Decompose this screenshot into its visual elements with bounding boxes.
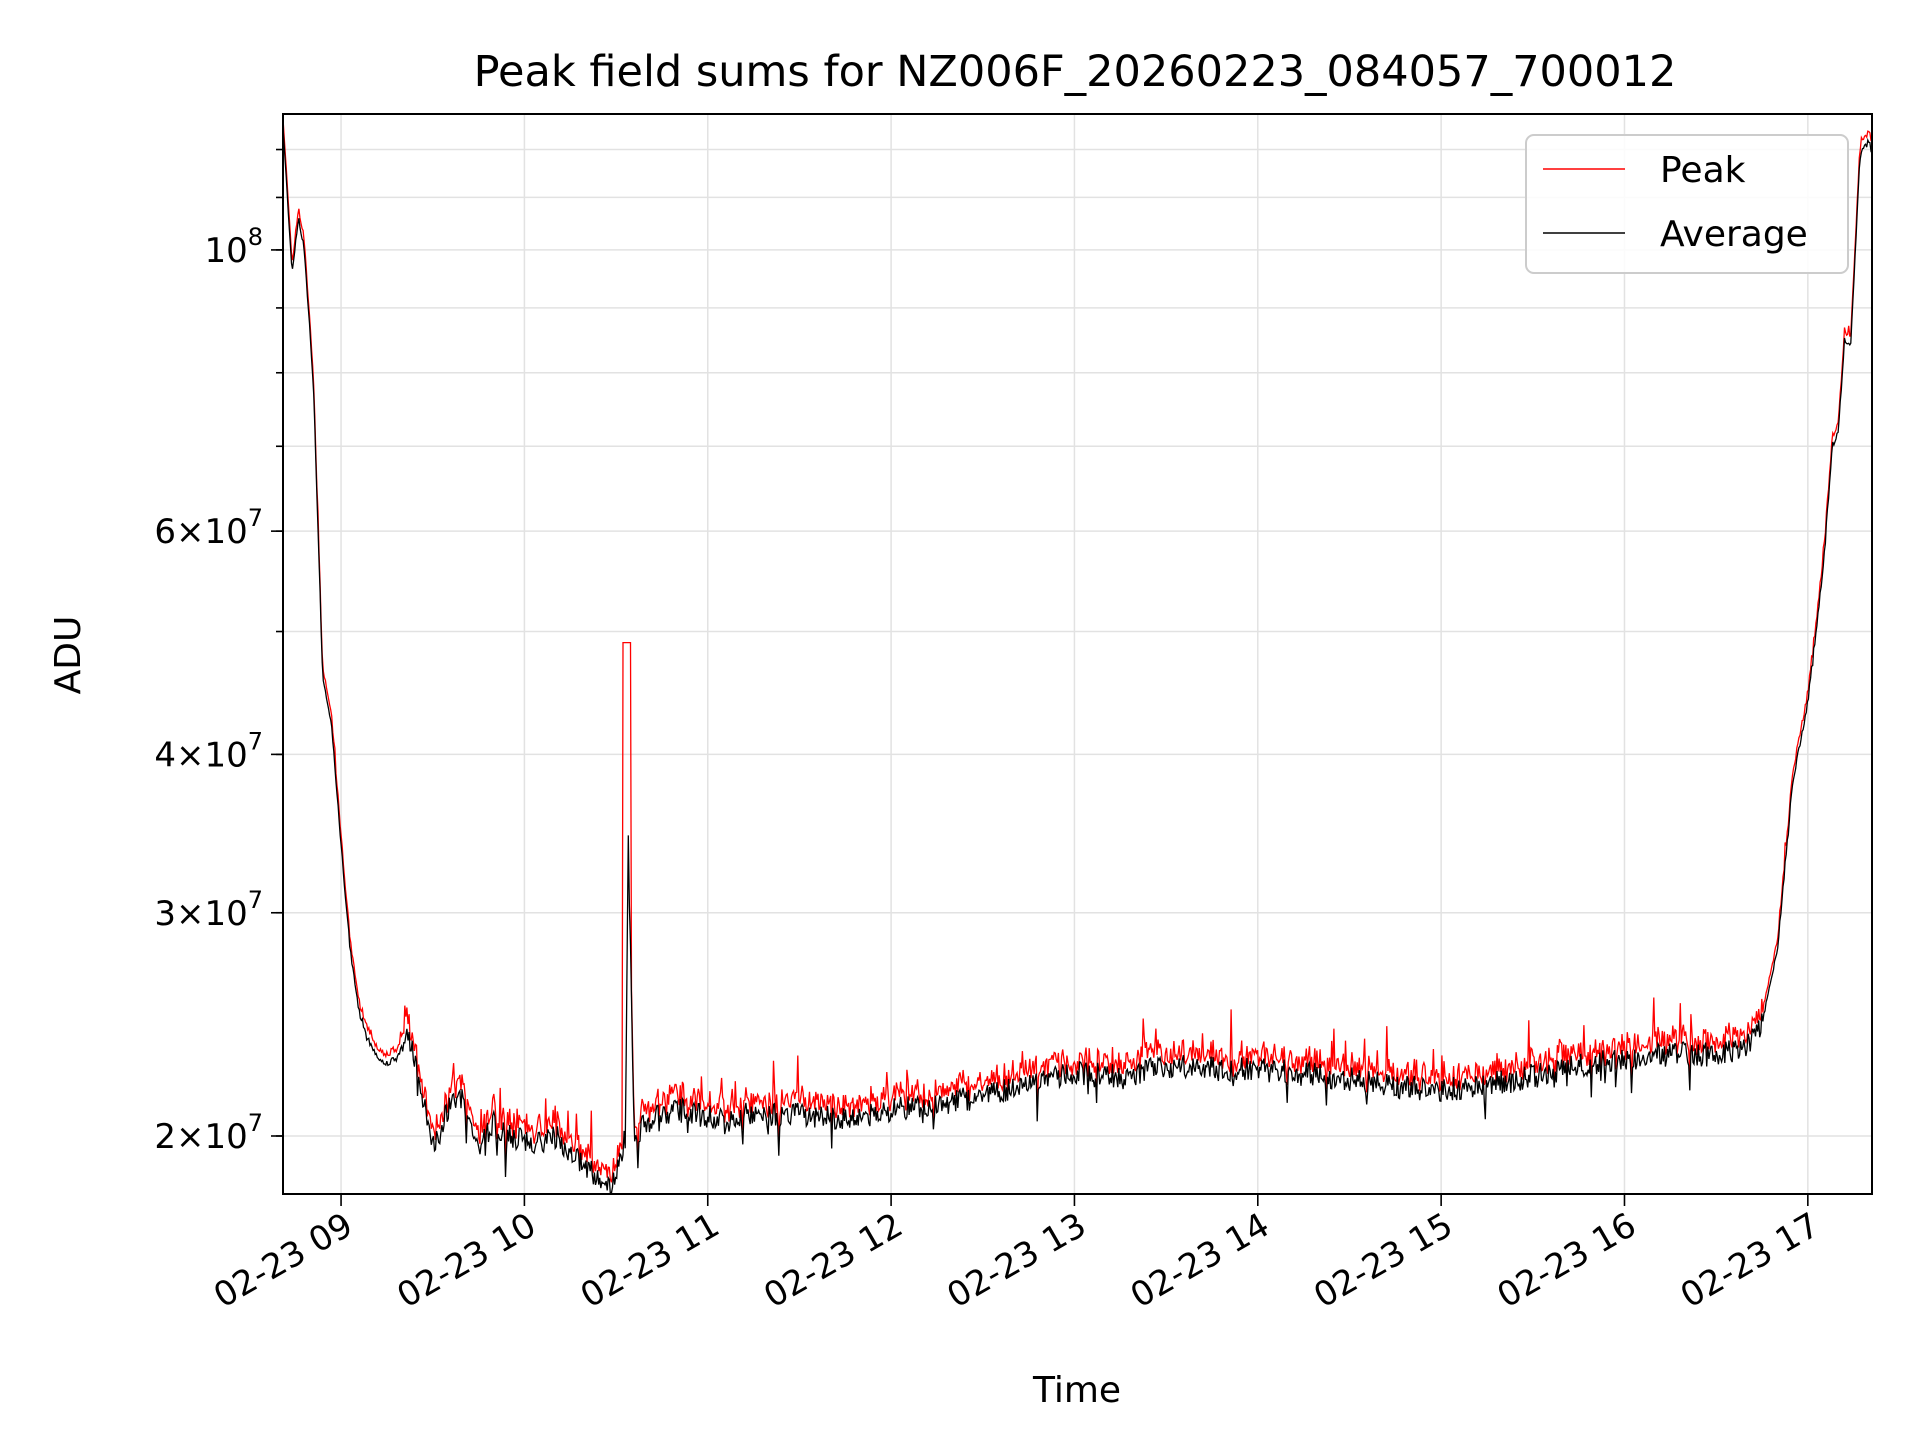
x-tick-label: 02-23 16 — [1491, 1205, 1643, 1316]
legend: Peak Average — [1525, 134, 1849, 274]
y-tick-label: 3×107 — [154, 886, 263, 934]
y-axis-ticks: 108 6×107 4×107 3×107 2×107 — [154, 148, 283, 1157]
x-tick-label: 02-23 12 — [757, 1205, 909, 1316]
legend-label-peak: Peak — [1660, 150, 1746, 191]
x-tick-label: 02-23 11 — [574, 1205, 726, 1316]
y-axis-label: ADU — [48, 616, 89, 695]
x-tick-label: 02-23 09 — [207, 1205, 359, 1316]
x-tick-label: 02-23 14 — [1124, 1205, 1276, 1316]
legend-label-average: Average — [1660, 214, 1808, 255]
x-tick-label: 02-23 17 — [1674, 1205, 1826, 1316]
y-tick-label: 108 — [204, 223, 263, 271]
grid-lines — [283, 114, 1872, 1194]
series-lines — [282, 118, 1873, 1195]
x-tick-label: 02-23 15 — [1307, 1205, 1459, 1316]
series-peak-line — [282, 118, 1873, 1183]
series-average-line — [282, 127, 1873, 1195]
x-tick-label: 02-23 10 — [391, 1205, 543, 1316]
x-tick-label: 02-23 13 — [941, 1205, 1093, 1316]
y-tick-label: 2×107 — [154, 1109, 263, 1157]
x-axis-ticks: 02-23 09 02-23 10 02-23 11 02-23 12 02-23 13… — [207, 1194, 1826, 1316]
y-tick-label: 6×107 — [154, 504, 263, 552]
chart-title: Peak field sums for NZ006F_20260223_0840… — [474, 47, 1677, 97]
x-axis-label: Time — [1032, 1370, 1121, 1411]
plot-frame — [282, 113, 1873, 1195]
y-tick-label: 4×107 — [154, 727, 263, 775]
